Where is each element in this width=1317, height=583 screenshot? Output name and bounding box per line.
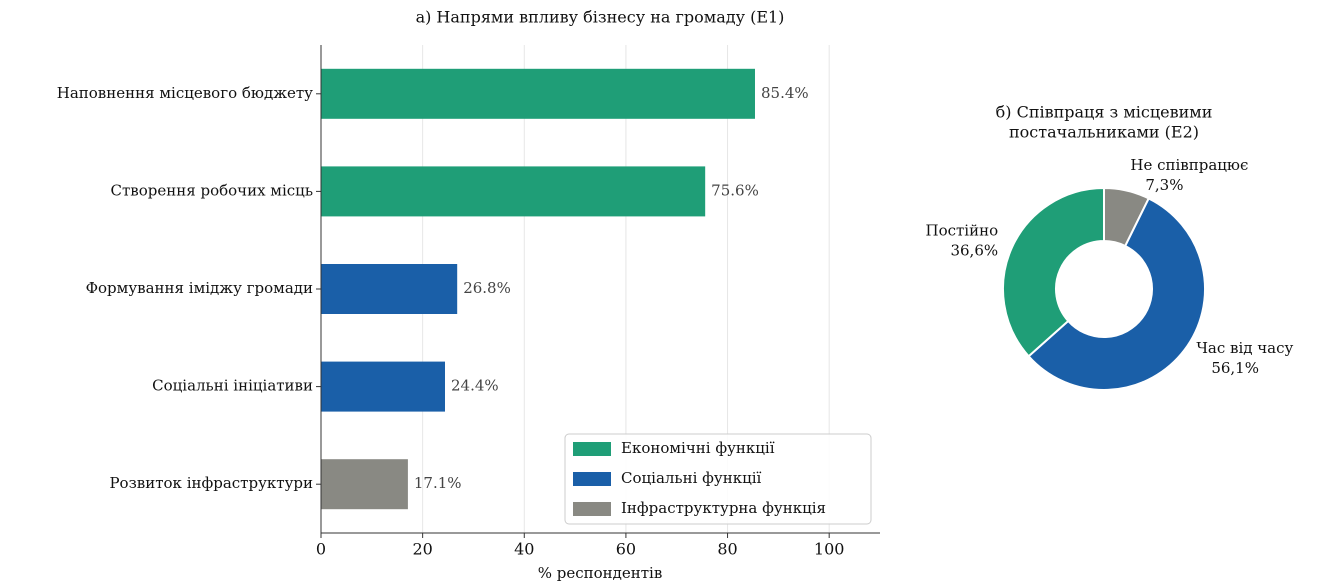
legend-swatch [573, 502, 611, 516]
value-label: 85.4% [761, 84, 809, 102]
bar [321, 166, 706, 217]
donut-slice [1002, 186, 1105, 358]
y-tick-label: Наповнення місцевого бюджету [57, 84, 313, 102]
legend-swatch [573, 472, 611, 486]
x-tick-label: 40 [514, 540, 534, 559]
chart-title: а) Напрями впливу бізнесу на громаду (Е1… [416, 8, 785, 27]
donut-slice [1027, 197, 1206, 391]
x-tick-label: 80 [717, 540, 737, 559]
legend-swatch [573, 442, 611, 456]
chart-title: постачальниками (Е2) [1009, 123, 1199, 142]
legend-box [564, 433, 872, 525]
slice-label: Не співпрацює [1130, 156, 1248, 174]
y-tick-label: Соціальні ініціативи [152, 377, 313, 395]
chart-title: б) Співпраця з місцевими [996, 103, 1213, 122]
y-tick-label: Розвиток інфраструктури [109, 474, 313, 492]
value-label: 26.8% [463, 279, 511, 297]
y-tick-label: Створення робочих місць [111, 181, 313, 199]
slice-value-label: 56,1% [1211, 359, 1259, 377]
legend-label: Інфраструктурна функція [621, 499, 826, 517]
slice-label: Час від часу [1196, 339, 1293, 357]
value-label: 24.4% [451, 377, 499, 395]
value-label: 75.6% [711, 181, 759, 199]
value-label: 17.1% [414, 474, 462, 492]
bar [321, 459, 408, 510]
x-tick-label: 60 [616, 540, 636, 559]
bar [321, 361, 445, 412]
slice-label: Постійно [925, 222, 998, 240]
bar [321, 68, 755, 119]
x-tick-label: 0 [316, 540, 326, 559]
x-axis-label: % респондентів [538, 564, 663, 582]
legend-label: Соціальні функції [621, 469, 762, 487]
slice-value-label: 7,3% [1145, 176, 1183, 194]
y-tick-label: Формування іміджу громади [86, 279, 313, 297]
x-tick-label: 20 [412, 540, 432, 559]
slice-value-label: 36,6% [950, 242, 998, 260]
bar [321, 264, 458, 314]
x-tick-label: 100 [814, 540, 845, 559]
legend-label: Економічні функції [621, 439, 775, 457]
